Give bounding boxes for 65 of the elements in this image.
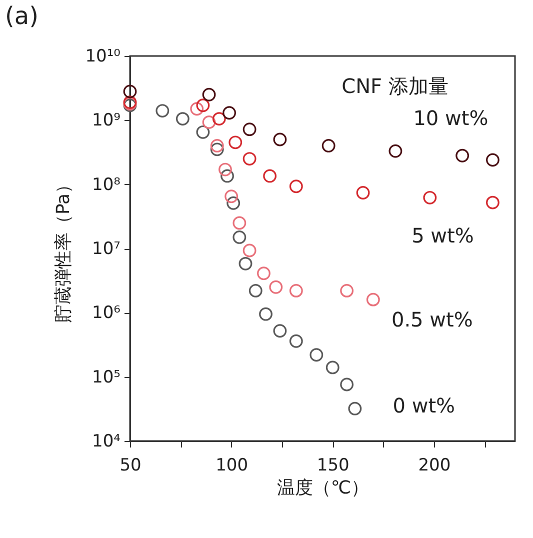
x-tick-label: 150 [316, 456, 350, 476]
point [423, 190, 437, 204]
point [232, 230, 246, 244]
point [322, 138, 336, 152]
point [210, 142, 224, 156]
series-label: 5 wt% [412, 224, 474, 248]
chart-title: (a) [5, 2, 38, 30]
point [238, 256, 252, 270]
point [289, 334, 303, 348]
point [196, 125, 210, 139]
point [242, 152, 256, 166]
legend-title: CNF 添加量 [342, 74, 448, 98]
point [289, 180, 303, 194]
series-label: 0.5 wt% [391, 308, 473, 332]
y-tick-label: 10⁷ [92, 239, 121, 259]
point [273, 132, 287, 146]
point [202, 88, 216, 102]
point [366, 292, 380, 306]
point [242, 122, 256, 136]
point [156, 104, 170, 118]
point [222, 106, 236, 120]
point [310, 348, 324, 362]
y-tick-label: 10⁵ [92, 367, 120, 388]
point [348, 402, 362, 416]
point [228, 136, 242, 150]
point [196, 98, 210, 112]
point [123, 84, 137, 98]
point [248, 284, 262, 298]
point [486, 196, 500, 210]
point [212, 112, 226, 126]
y-tick-label: 10⁸ [92, 174, 121, 195]
y-tick-label: 10⁴ [92, 432, 121, 452]
point [289, 284, 303, 298]
series-label: 0 wt% [392, 394, 456, 418]
point [224, 190, 238, 204]
point [486, 153, 500, 167]
point [356, 186, 370, 200]
point [456, 148, 470, 162]
point [340, 378, 354, 392]
series-label: 10 wt% [413, 106, 488, 130]
point [220, 169, 234, 183]
point [202, 115, 216, 129]
x-tick-label: 100 [216, 456, 248, 476]
x-tick-label: 200 [418, 456, 451, 476]
point [210, 138, 224, 152]
point [340, 284, 354, 298]
point [232, 216, 246, 230]
y-tick-label: 10¹⁰ [85, 46, 121, 66]
point [218, 162, 232, 176]
point [259, 307, 272, 321]
x-axis-title: 温度（℃） [276, 478, 370, 498]
x-tick-label: 50 [120, 456, 142, 476]
point [190, 102, 204, 116]
point [388, 144, 402, 158]
y-axis-title: 貯蔵弾性率（Pa） [53, 175, 74, 323]
point [273, 324, 287, 338]
point [176, 112, 190, 126]
point [263, 169, 277, 183]
point [326, 360, 340, 374]
y-tick-label: 10⁹ [92, 110, 121, 131]
point [242, 244, 256, 258]
point [269, 280, 283, 294]
point [226, 196, 240, 210]
y-tick-label: 10⁶ [92, 303, 121, 324]
point [257, 266, 270, 280]
